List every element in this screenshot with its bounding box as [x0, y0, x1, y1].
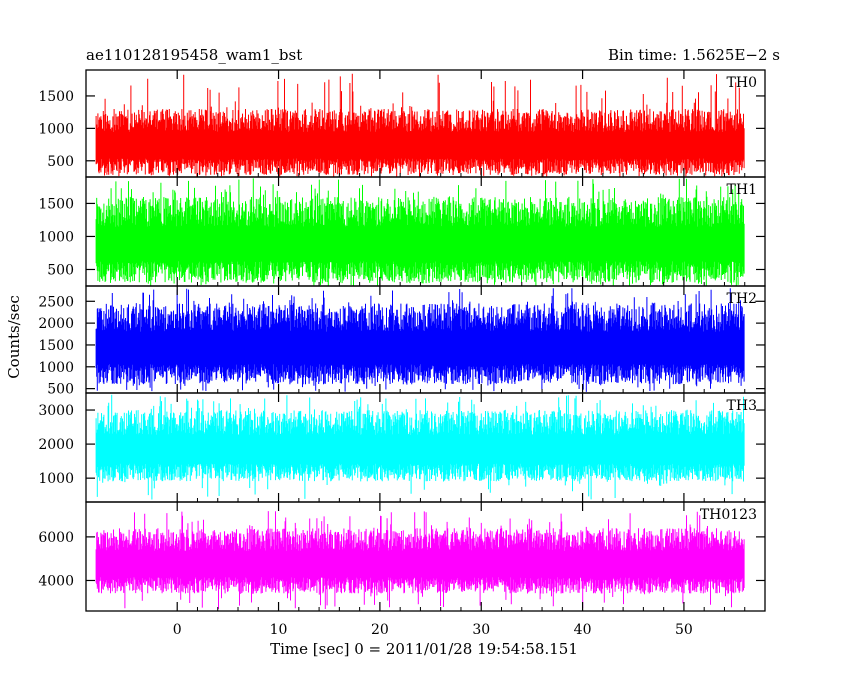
series-th2-trace — [95, 288, 745, 392]
panel-th0123-frame — [85, 501, 766, 612]
panel-th2-ytick-label: 500 — [47, 382, 74, 398]
x-tick-label: 10 — [270, 622, 288, 638]
y-axis-label: Counts/sec — [5, 295, 23, 379]
x-axis-label: Time [sec] 0 = 2011/01/28 19:54:58.151 — [270, 640, 578, 658]
panel-th3-label: TH3 — [727, 398, 757, 414]
panel-th1-ytick-label: 500 — [47, 262, 74, 278]
x-tick-label: 20 — [371, 622, 389, 638]
panel-th3-ytick-label: 2000 — [38, 437, 74, 453]
panel-th1-ytick-label: 1000 — [38, 229, 74, 245]
x-tick-label: 30 — [472, 622, 490, 638]
chart-title-left: ae110128195458_wam1_bst — [86, 46, 302, 64]
series-th0123-trace — [95, 511, 745, 609]
panel-th2-label: TH2 — [727, 291, 757, 307]
panel-th0-ytick-label: 1000 — [38, 121, 74, 137]
panel-th0-ytick-label: 1500 — [38, 89, 74, 105]
panel-th0123-ytick-label: 4000 — [38, 573, 74, 589]
panel-th1-ytick-label: 1500 — [38, 196, 74, 212]
panel-th0-ytick-label: 500 — [47, 154, 74, 170]
panel-th2-ytick-label: 2000 — [38, 316, 74, 332]
x-tick-label: 0 — [173, 622, 182, 638]
panel-th0123-label: TH0123 — [700, 507, 757, 523]
series-th0-trace — [95, 73, 745, 177]
panels-group: 50010001500TH050010001500TH1500100015002… — [38, 69, 766, 638]
panel-th2-ytick-label: 1500 — [38, 338, 74, 354]
series-th3-trace — [95, 394, 745, 500]
x-tick-label: 50 — [675, 622, 693, 638]
panel-th3-ytick-label: 3000 — [38, 403, 74, 419]
chart-title-right: Bin time: 1.5625E−2 s — [608, 46, 780, 64]
panel-th2-ytick-label: 1000 — [38, 360, 74, 376]
panel-th2-ytick-label: 2500 — [38, 294, 74, 310]
series-th1-trace — [95, 178, 745, 286]
panel-th0123-ytick-label: 6000 — [38, 530, 74, 546]
panel-th3-ytick-label: 1000 — [38, 471, 74, 487]
panel-th1-label: TH1 — [727, 182, 757, 198]
x-tick-label: 40 — [574, 622, 592, 638]
panel-th0-label: TH0 — [727, 75, 757, 91]
